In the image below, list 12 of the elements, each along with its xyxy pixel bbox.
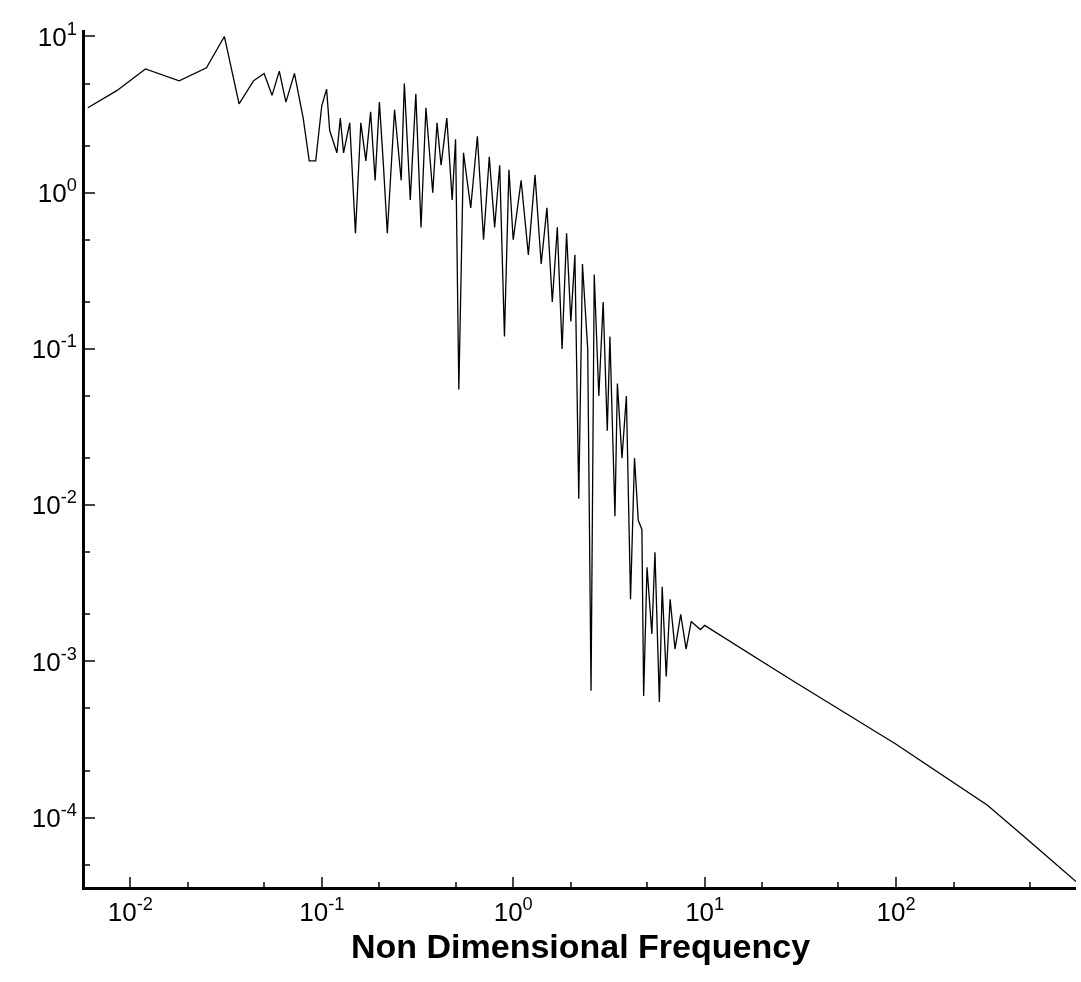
y-tick-label: 10$^{-4}$ (31, 799, 77, 833)
x-tick-label: 10$^{2}$ (876, 894, 916, 928)
y-tick-label: 10$^{-1}$ (31, 331, 77, 365)
x-tick-label: 10$^{1}$ (685, 894, 725, 928)
x-tick-label: 10$^{0}$ (493, 894, 533, 928)
y-tick-label: 10$^{1}$ (37, 18, 77, 52)
y-tick-label: 10$^{-3}$ (31, 643, 77, 677)
y-tick-label: 10$^{-2}$ (31, 487, 77, 521)
x-tick-label: 10$^{-1}$ (299, 894, 345, 928)
y-tick-label: 10$^{0}$ (37, 174, 77, 208)
x-axis-title: Non Dimensional Frequency (350, 927, 811, 966)
x-tick-label: 10$^{-2}$ (107, 894, 153, 928)
